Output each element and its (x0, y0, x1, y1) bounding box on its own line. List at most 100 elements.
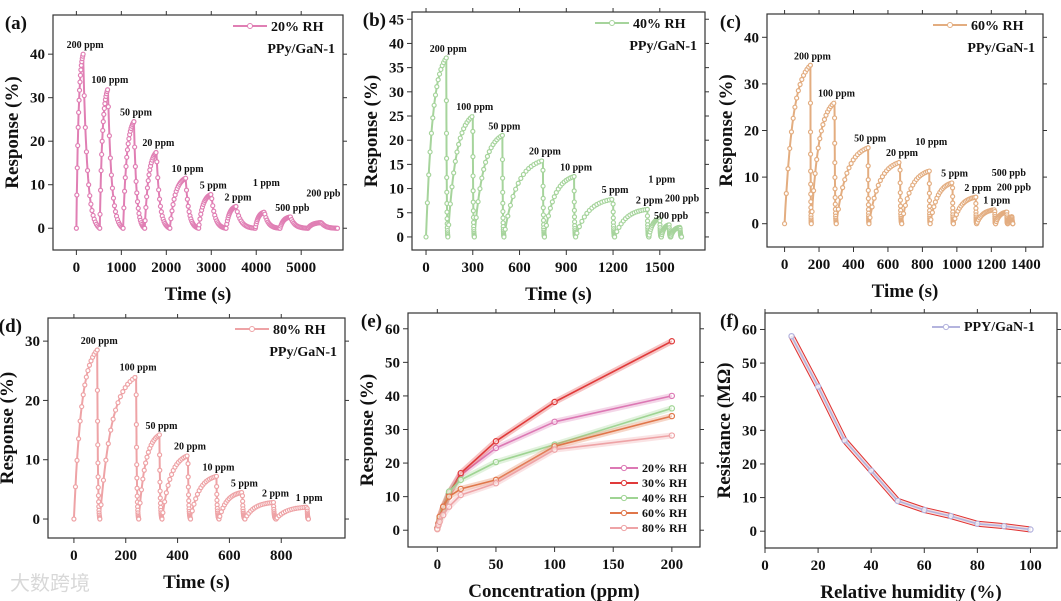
y-tick-label: 10 (744, 170, 759, 186)
data-point (459, 130, 465, 136)
data-point (111, 203, 118, 209)
data-point (832, 174, 838, 181)
data-point (143, 204, 149, 211)
concentration-label: 500 ppb (654, 211, 689, 222)
x-tick-label: 900 (555, 260, 578, 276)
data-point (443, 130, 450, 136)
data-point (469, 114, 475, 120)
x-tick-label: 600 (877, 257, 900, 273)
x-tick-label: 1200 (976, 257, 1006, 273)
y-tick-label: 30 (385, 422, 400, 438)
y-tick-label: 20 (385, 456, 400, 472)
data-point (121, 188, 128, 194)
data-point (866, 221, 872, 227)
y-tick-label: 0 (397, 230, 405, 246)
y-tick-label: 50 (742, 356, 757, 372)
data-point (873, 188, 879, 194)
x-axis-label: Concentration (ppm) (468, 581, 640, 601)
data-point (444, 216, 450, 222)
data-point (240, 498, 246, 504)
data-point (445, 234, 451, 240)
data-point (424, 200, 430, 206)
y-tick-label: 50 (385, 355, 400, 371)
data-point (787, 145, 793, 152)
data-point (610, 215, 616, 221)
data-point (492, 444, 500, 452)
concentration-label: 500 ppb (275, 203, 310, 214)
data-point (551, 194, 557, 200)
data-point (439, 511, 447, 519)
data-point (211, 208, 217, 214)
data-point (108, 172, 115, 178)
data-point (501, 234, 507, 240)
x-tick-label: 150 (602, 557, 625, 573)
data-point (155, 175, 161, 181)
data-point (167, 476, 173, 482)
legend-label: 20% RH (271, 20, 324, 35)
data-point (974, 520, 981, 527)
data-point (432, 92, 439, 98)
data-point (452, 158, 458, 165)
data-point (142, 225, 148, 231)
data-point (579, 218, 585, 224)
y-tick-label: 40 (742, 390, 757, 406)
data-point (71, 516, 77, 522)
data-point (541, 234, 548, 240)
legend-marker (947, 22, 953, 28)
data-point (931, 204, 937, 210)
data-point (171, 196, 177, 202)
y-tick-label: 10 (25, 453, 40, 469)
data-point (444, 209, 450, 215)
data-point (193, 496, 199, 502)
x-tick-label: 600 (218, 548, 241, 564)
data-point (507, 202, 514, 208)
data-point (89, 207, 95, 214)
y-tick-label: 45 (389, 12, 404, 28)
data-point (157, 495, 163, 501)
data-point (157, 467, 163, 473)
data-point (98, 167, 104, 174)
y-axis-label: Resistance (MΩ) (714, 362, 735, 498)
data-point (94, 418, 101, 424)
data-point (83, 149, 90, 155)
sample-label: PPy/GaN-1 (629, 39, 697, 54)
y-tick-label: 30 (30, 91, 45, 107)
data-point (105, 104, 111, 110)
data-point (133, 178, 139, 185)
data-point (77, 79, 83, 85)
data-point (136, 516, 142, 522)
y-tick-label: 0 (752, 217, 760, 233)
data-point (156, 432, 163, 438)
y-axis-label: Response (%) (361, 75, 382, 187)
data-point (471, 234, 477, 240)
data-point (877, 177, 883, 184)
data-point (492, 438, 500, 445)
data-point (103, 457, 109, 463)
data-point (132, 163, 138, 170)
concentration-label: 100 ppm (818, 89, 856, 100)
x-axis-label: Time (s) (165, 284, 232, 305)
data-point (94, 347, 100, 353)
data-point (454, 149, 460, 155)
concentration-label: 50 ppm (854, 134, 887, 145)
data-point (799, 76, 805, 83)
data-point (163, 490, 169, 496)
data-point (540, 212, 546, 218)
x-tick-label: 20 (811, 558, 826, 574)
x-tick-label: 0 (781, 257, 789, 273)
data-point (928, 216, 934, 223)
data-point (78, 67, 84, 73)
data-point (154, 159, 160, 165)
data-point (841, 437, 848, 444)
data-point (821, 116, 828, 123)
data-point (305, 516, 312, 522)
data-point (832, 201, 838, 207)
data-point (112, 407, 119, 413)
data-point (616, 224, 622, 230)
y-tick-label: 40 (744, 30, 759, 46)
data-point (457, 485, 464, 493)
data-point (98, 502, 104, 508)
data-point (185, 203, 191, 209)
data-point (443, 98, 449, 104)
data-point (184, 196, 190, 202)
